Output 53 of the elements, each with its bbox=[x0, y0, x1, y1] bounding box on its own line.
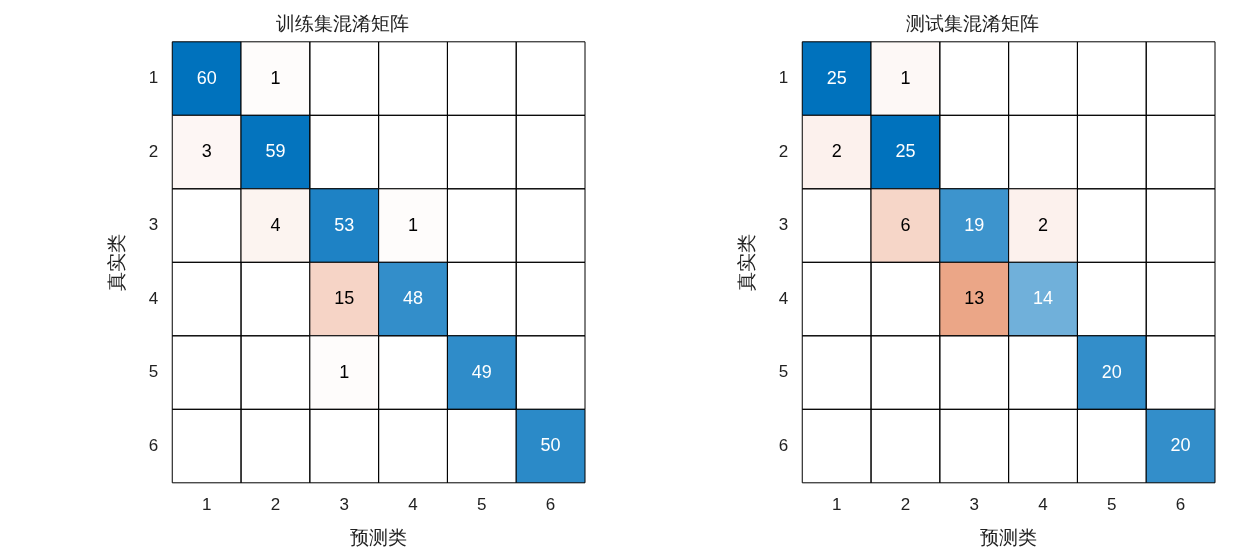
x-tick-label: 6 bbox=[1175, 494, 1186, 514]
data-label: 49 bbox=[471, 361, 492, 382]
data-label: 4 bbox=[270, 214, 281, 235]
data-label: 48 bbox=[403, 288, 424, 309]
data-label: 19 bbox=[964, 214, 985, 235]
data-label: 60 bbox=[196, 67, 217, 88]
data-label: 3 bbox=[201, 141, 212, 162]
data-label: 59 bbox=[265, 141, 286, 162]
x-tick-label: 2 bbox=[900, 494, 911, 514]
x-tick-label: 5 bbox=[1107, 494, 1117, 514]
data-label: 15 bbox=[334, 288, 355, 309]
y-tick-label: 2 bbox=[778, 141, 789, 161]
data-label: 1 bbox=[900, 67, 911, 88]
y-tick-label: 1 bbox=[148, 68, 159, 88]
y-tick-label: 4 bbox=[148, 288, 159, 308]
data-label: 20 bbox=[1101, 361, 1122, 382]
x-tick-label: 4 bbox=[1038, 494, 1048, 514]
data-label: 1 bbox=[408, 214, 419, 235]
data-label: 13 bbox=[964, 288, 985, 309]
x-tick-label: 3 bbox=[969, 494, 979, 514]
data-label: 20 bbox=[1170, 435, 1191, 456]
data-label: 25 bbox=[895, 141, 916, 162]
chart-title: 测试集混淆矩阵 bbox=[906, 12, 1039, 34]
x-tick-label: 1 bbox=[831, 494, 842, 514]
y-tick-label: 5 bbox=[778, 362, 789, 382]
chart-title: 训练集混淆矩阵 bbox=[276, 12, 409, 34]
data-label: 1 bbox=[270, 67, 281, 88]
data-label: 14 bbox=[1033, 288, 1054, 309]
data-label: 50 bbox=[540, 435, 561, 456]
data-label: 2 bbox=[1038, 214, 1049, 235]
data-label: 1 bbox=[339, 361, 350, 382]
x-tick-label: 6 bbox=[545, 494, 556, 514]
data-label: 25 bbox=[826, 67, 847, 88]
x-axis-title: 预测类 bbox=[980, 526, 1038, 548]
x-tick-label: 5 bbox=[477, 494, 487, 514]
data-label: 6 bbox=[900, 214, 911, 235]
data-label: 2 bbox=[831, 141, 842, 162]
x-tick-label: 3 bbox=[339, 494, 349, 514]
y-tick-label: 1 bbox=[778, 68, 789, 88]
x-tick-label: 4 bbox=[408, 494, 418, 514]
y-axis-title: 真实类 bbox=[105, 233, 127, 291]
x-tick-label: 1 bbox=[201, 494, 212, 514]
y-tick-label: 5 bbox=[148, 362, 159, 382]
data-label: 53 bbox=[334, 214, 355, 235]
y-axis-title: 真实类 bbox=[735, 233, 757, 291]
x-axis-title: 预测类 bbox=[350, 526, 408, 548]
y-tick-label: 6 bbox=[778, 435, 789, 455]
y-tick-label: 2 bbox=[148, 141, 159, 161]
y-tick-label: 6 bbox=[148, 435, 159, 455]
y-tick-label: 4 bbox=[778, 288, 789, 308]
x-tick-label: 2 bbox=[270, 494, 281, 514]
y-tick-label: 3 bbox=[148, 215, 159, 235]
y-tick-label: 3 bbox=[778, 215, 789, 235]
